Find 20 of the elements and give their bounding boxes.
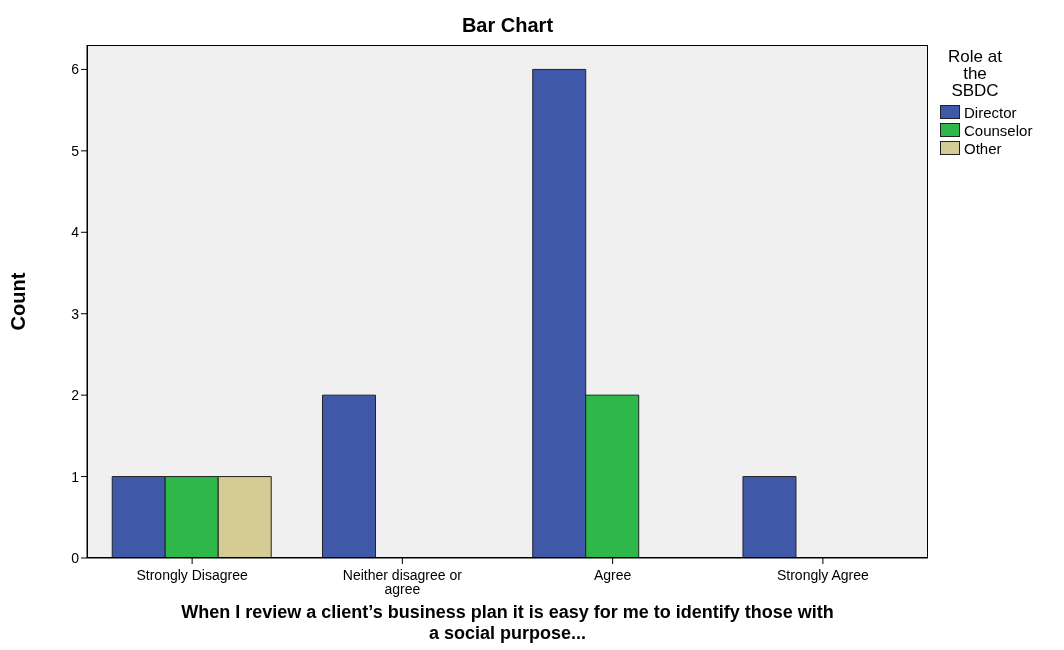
legend-label: Counselor bbox=[964, 121, 1033, 139]
y-tick-label: 3 bbox=[71, 305, 80, 322]
y-tick-label: 0 bbox=[71, 549, 80, 566]
x-tick-label: Strongly Agree bbox=[776, 567, 869, 583]
x-tick-label: Strongly Disagree bbox=[136, 567, 248, 583]
y-tick-label: 6 bbox=[71, 61, 80, 78]
y-tick-label: 4 bbox=[71, 224, 80, 241]
bar bbox=[321, 394, 376, 558]
legend-label: Director bbox=[964, 103, 1017, 121]
bar bbox=[742, 476, 797, 558]
legend-title: Role at the SBDC bbox=[947, 47, 1003, 100]
y-tick-label: 2 bbox=[71, 387, 80, 404]
x-tick-label: Neither disagree or agree bbox=[342, 567, 463, 597]
y-tick-label: 5 bbox=[71, 142, 80, 159]
x-tick-label: Agree bbox=[593, 567, 632, 583]
chart-title: Bar Chart bbox=[460, 14, 555, 37]
y-tick-label: 1 bbox=[71, 468, 80, 485]
x-axis-title: When I review a client’s business plan it is easy for me to identify those with a social purpose... bbox=[180, 602, 835, 644]
legend-label: Other bbox=[964, 139, 1002, 157]
y-axis-title: Count bbox=[7, 272, 30, 331]
